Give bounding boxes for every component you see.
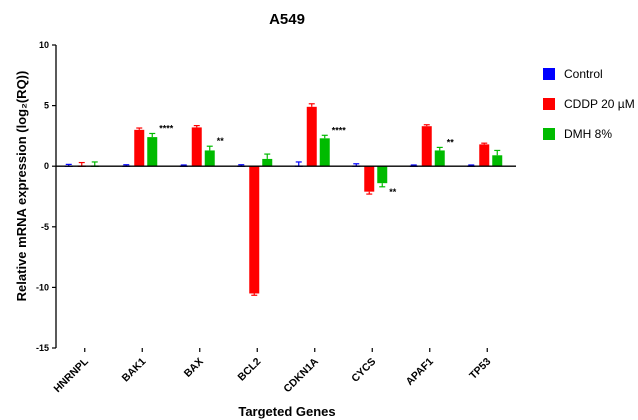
legend: Control CDDP 20 µM DMH 8% [543, 67, 635, 141]
bar-bcl2-1 [249, 166, 260, 294]
bar-cdkn1a-2 [319, 138, 330, 167]
bar-apaf1-2 [434, 150, 445, 167]
bar-bax-1 [191, 127, 202, 167]
x-tick-label: CDKN1A [281, 355, 321, 395]
bar-bak1-1 [134, 129, 145, 167]
significance-label: ** [217, 136, 225, 146]
bar-apaf1-1 [421, 126, 432, 167]
bar-bax-2 [204, 150, 215, 167]
chart-title: A549 [269, 11, 305, 28]
legend-entry: DMH 8% [564, 127, 612, 141]
legend-swatch [543, 68, 555, 80]
y-tick-label: -15 [36, 343, 49, 353]
x-tick-label: APAF1 [404, 356, 436, 388]
legend-swatch [543, 98, 555, 110]
significance-label: **** [332, 125, 347, 135]
y-tick-label: -10 [36, 282, 49, 292]
bar-bcl2-2 [262, 158, 273, 167]
x-tick-label: BAX [182, 356, 206, 380]
bar-tp53-2 [492, 155, 503, 167]
y-tick-label: 0 [44, 161, 49, 171]
x-tick-label: BAK1 [120, 356, 149, 385]
x-tick-label: BCL2 [235, 356, 263, 384]
x-tick-label: CYCS [349, 356, 378, 385]
significance-label: ** [389, 187, 397, 197]
significance-label: ** [447, 137, 455, 147]
legend-swatch [543, 128, 555, 140]
y-tick-label: 5 [44, 101, 49, 111]
y-tick-label: -5 [41, 222, 49, 232]
bar-tp53-1 [479, 144, 490, 167]
bar-cycs-1 [364, 166, 375, 192]
y-tick-label: 10 [39, 40, 49, 50]
x-tick-label: HNRNPL [51, 355, 91, 395]
x-axis-label: Targeted Genes [238, 404, 335, 419]
x-tick-label: TP53 [467, 356, 493, 382]
legend-entry: CDDP 20 µM [564, 97, 635, 111]
y-axis-label: Relative mRNA expression (log₂(RQ)) [14, 71, 29, 302]
significance-label: **** [159, 123, 174, 133]
legend-entry: Control [564, 67, 603, 81]
bar-cdkn1a-1 [306, 106, 317, 167]
bar-cycs-2 [377, 166, 388, 184]
bar-bak1-2 [147, 137, 158, 167]
